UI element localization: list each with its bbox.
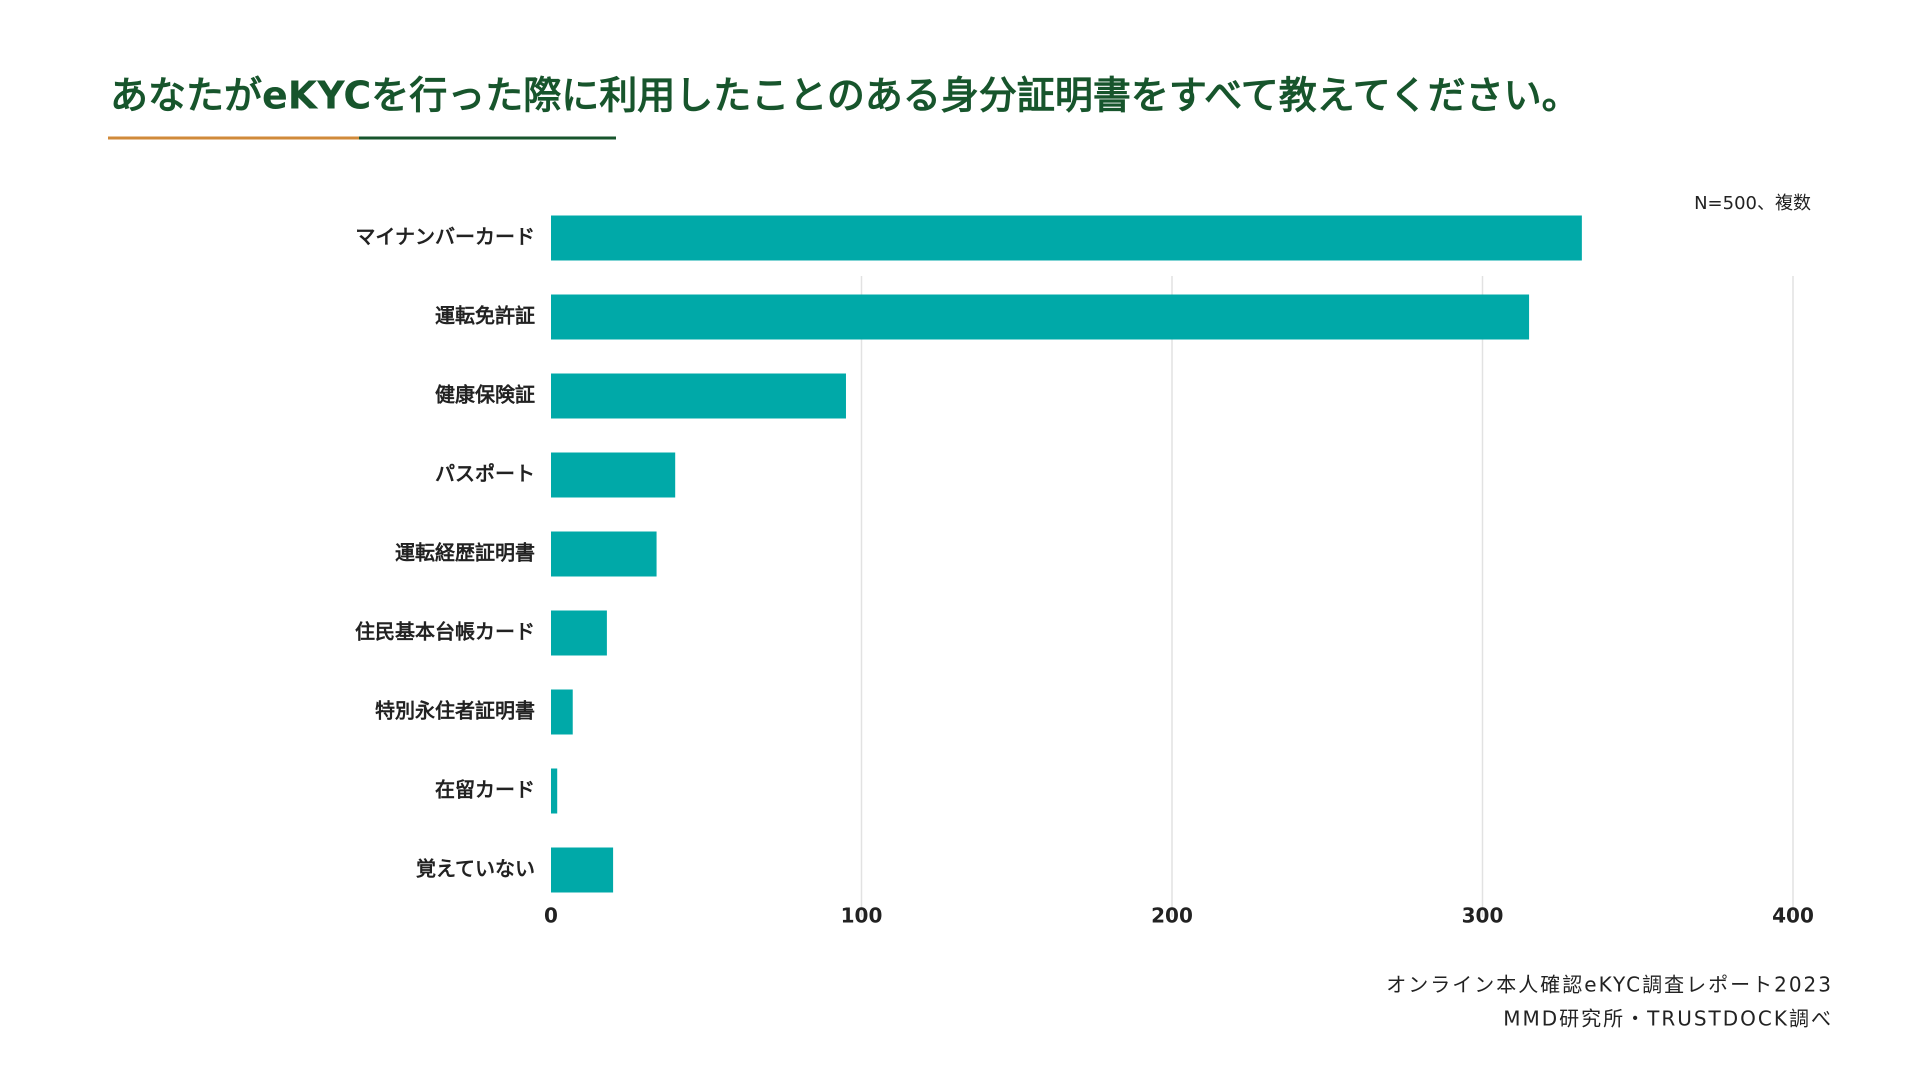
bar: [551, 847, 614, 893]
note: N=500、複数: [1694, 193, 1811, 214]
y-tick-label: 健康保険証: [435, 383, 535, 407]
x-tick-label: 100: [841, 904, 883, 928]
x-tick-label: 200: [1151, 904, 1193, 928]
x-tick-label: 0: [544, 904, 558, 928]
x-tick-label: 400: [1772, 904, 1814, 928]
y-tick-label: 住民基本台帳カード: [355, 620, 535, 644]
bar: [551, 768, 558, 814]
x-tick-label: 300: [1462, 904, 1504, 928]
chart-title: あなたがeKYCを行った際に利用したことのある身分証明書をすべて教えてください。: [110, 74, 1580, 118]
bar: [551, 294, 1530, 340]
source: オンライン本人確認eKYC調査レポート2023: [1386, 973, 1833, 997]
bar: [551, 215, 1582, 261]
y-tick-label: 特別永住者証明書: [375, 699, 535, 723]
y-tick-label: 覚えていない: [416, 857, 535, 881]
bar: [551, 452, 676, 498]
source: MMD研究所・TRUSTDOCK調べ: [1503, 1007, 1833, 1031]
bar: [551, 610, 607, 656]
y-tick-label: 運転免許証: [435, 304, 535, 328]
y-tick-label: パスポート: [435, 462, 535, 486]
bar: [551, 373, 846, 419]
bar: [551, 689, 573, 735]
bar: [551, 531, 657, 577]
y-tick-label: マイナンバーカード: [355, 225, 535, 249]
y-tick-label: 運転経歴証明書: [395, 541, 535, 565]
y-tick-label: 在留カード: [435, 778, 535, 802]
